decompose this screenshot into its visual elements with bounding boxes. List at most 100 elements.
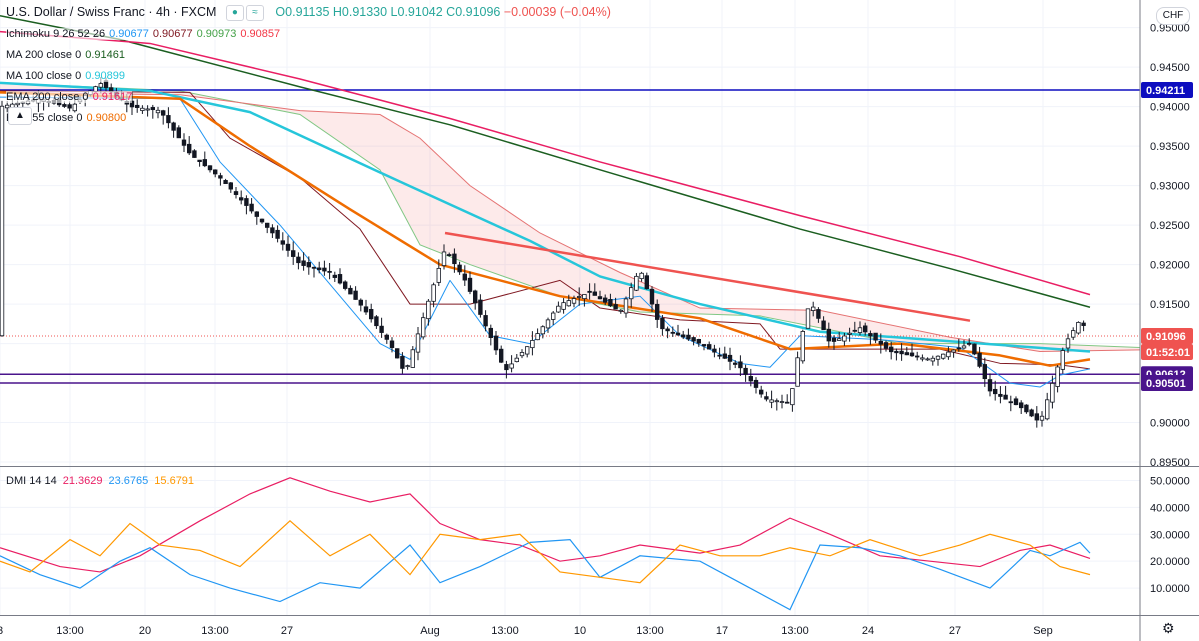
candle-body <box>332 274 337 278</box>
candle-body <box>899 350 904 355</box>
candle-body <box>925 358 930 361</box>
candle-body <box>1076 322 1081 334</box>
candle-body <box>301 260 306 266</box>
indicator-legend-row[interactable]: MA 100 close 0 0.90899 <box>6 70 125 82</box>
candle-body <box>1029 409 1034 417</box>
candle-body <box>785 401 790 404</box>
candle-body <box>535 333 540 341</box>
candle-body <box>967 342 972 345</box>
candle-body <box>410 349 415 368</box>
candle-body <box>826 328 831 342</box>
indicator-legend-label: EMA 200 close 0 <box>6 91 89 103</box>
price-tick-label: 0.93000 <box>1150 181 1190 193</box>
candle-body <box>374 316 379 327</box>
candle-body <box>322 267 327 272</box>
candle-body <box>686 334 691 340</box>
time-tick-label: 27 <box>949 625 961 637</box>
candle-body <box>311 266 317 269</box>
candle-body <box>420 317 426 338</box>
time-tick-label: Sep <box>1033 625 1053 637</box>
indicator-legend-value: 0.90677 <box>109 28 149 40</box>
price-tick-label: 0.94500 <box>1150 62 1190 74</box>
candle-body <box>166 115 171 124</box>
indicator-legend-label: MA 200 close 0 <box>6 49 82 61</box>
dmi-series-line <box>0 520 1091 584</box>
candle-body <box>597 296 603 300</box>
dmi-lines <box>0 477 1091 611</box>
candle-body <box>811 306 816 311</box>
candle-body <box>779 401 785 403</box>
collapse-legend-button[interactable]: ▲ <box>8 107 32 125</box>
candle-body <box>603 297 608 303</box>
candle-body <box>316 267 322 271</box>
candle-body <box>920 357 925 360</box>
candle-body <box>670 331 675 334</box>
dmi-legend: DMI 14 14 21.3629 23.6765 15.6791 <box>6 475 194 487</box>
time-tick-label: 20 <box>139 625 151 637</box>
candle-body <box>847 332 852 335</box>
time-tick-label: 13:00 <box>491 625 519 637</box>
price-label-box <box>1141 343 1193 360</box>
candle-body <box>1060 350 1065 370</box>
chevron-up-icon: ▲ <box>15 110 25 121</box>
price-candles <box>0 77 1086 428</box>
gear-icon[interactable]: ⚙ <box>1162 620 1175 636</box>
wave-icon[interactable]: ≈ <box>245 5 264 21</box>
indicator-legend-row[interactable]: EMA 200 close 0 0.91617 <box>6 91 133 103</box>
price-tick-label: 0.92500 <box>1150 220 1190 232</box>
dmi-legend-label: DMI 14 14 <box>6 475 57 487</box>
candle-body <box>738 361 743 369</box>
price-change: −0.00039 (−0.04%) <box>503 4 611 19</box>
candle-body <box>150 107 155 111</box>
candle-body <box>816 309 821 319</box>
candle-body <box>545 319 551 329</box>
candle-body <box>1065 338 1071 349</box>
candle-body <box>592 291 597 296</box>
candle-body <box>587 290 592 293</box>
candle-body <box>431 284 436 302</box>
candle-body <box>275 229 280 239</box>
candle-body <box>478 299 483 315</box>
candle-body <box>842 335 847 342</box>
candle-body <box>1019 402 1024 409</box>
indicator-legend-value: 0.90800 <box>86 112 127 124</box>
candle-body <box>889 346 894 353</box>
ohlc-values: O0.91135 H0.91330 L0.91042 C0.91096 <box>275 4 504 19</box>
candle-body <box>556 305 561 313</box>
candle-body <box>145 108 150 111</box>
candle-body <box>998 393 1003 397</box>
candle-body <box>280 240 285 245</box>
currency-badge[interactable]: CHF <box>1156 7 1190 25</box>
candle-body <box>878 340 883 345</box>
candle-body <box>837 338 842 341</box>
candle-body <box>457 264 462 273</box>
indicator-legend-row[interactable]: MA 200 close 0 0.91461 <box>6 49 125 61</box>
candle-body <box>987 379 993 392</box>
time-tick-label: 10 <box>574 625 586 637</box>
candle-body <box>577 296 582 298</box>
price-tick-label: 0.91500 <box>1150 299 1190 311</box>
candle-body <box>530 340 535 349</box>
candle-body <box>831 337 837 342</box>
cloud-fill <box>0 82 1140 352</box>
candle-body <box>868 333 873 337</box>
dmi-tick-label: 20.0000 <box>1150 556 1190 568</box>
candle-body <box>223 180 228 185</box>
ma100-line <box>0 81 1091 353</box>
candle-body <box>1003 394 1008 400</box>
candle-body <box>1024 404 1029 413</box>
symbol-title[interactable]: U.S. Dollar / Swiss Franc · 4h · FXCM <box>6 4 217 19</box>
eye-icon[interactable]: ● <box>225 5 244 21</box>
indicator-legend-row[interactable]: Ichimoku 9 26 52 26 0.90677 0.90677 0.90973… <box>6 28 281 40</box>
candle-body <box>764 396 769 400</box>
candle-body <box>1039 415 1045 421</box>
candle-body <box>233 191 239 195</box>
candle-body <box>1050 382 1055 403</box>
candle-body <box>795 357 800 387</box>
candle-body <box>446 254 452 256</box>
candle-body <box>956 347 961 350</box>
candle-body <box>904 352 909 356</box>
candle-body <box>852 329 857 332</box>
